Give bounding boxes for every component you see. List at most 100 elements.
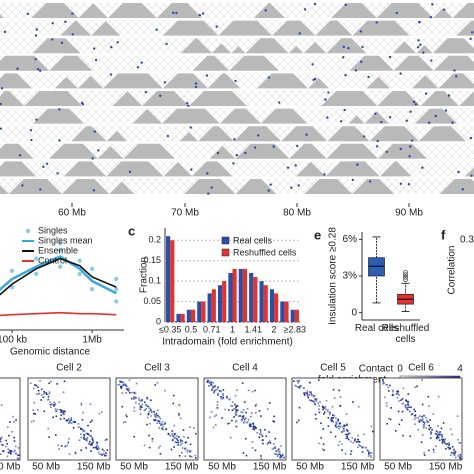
contact — [148, 434, 150, 437]
contact — [126, 388, 128, 390]
contact — [310, 392, 313, 395]
point — [33, 271, 39, 277]
contact — [307, 396, 310, 399]
contact — [442, 438, 444, 441]
contact — [186, 451, 189, 453]
point — [77, 258, 82, 263]
contact — [401, 398, 404, 400]
contact-dot — [3, 30, 7, 34]
contact — [153, 413, 156, 416]
contact — [324, 405, 327, 408]
contact — [51, 403, 53, 405]
contact — [339, 404, 342, 407]
contact — [211, 385, 214, 387]
contact — [323, 449, 325, 452]
contact — [91, 438, 94, 441]
contact — [248, 424, 251, 426]
contact — [327, 416, 330, 419]
contact — [32, 419, 35, 422]
contact — [341, 449, 343, 451]
contact — [432, 413, 434, 415]
contact — [184, 448, 187, 451]
contact — [438, 433, 441, 436]
contact — [123, 421, 125, 424]
contact — [457, 455, 460, 457]
y-tick-label: 3% — [343, 271, 358, 282]
domain — [245, 38, 289, 54]
contact — [453, 454, 456, 457]
contact — [42, 396, 45, 399]
contact-dot — [359, 30, 362, 33]
contact-dot — [30, 138, 33, 142]
bar — [197, 301, 202, 322]
contact — [139, 408, 142, 411]
contact — [164, 423, 166, 426]
contact — [29, 382, 32, 385]
bar — [263, 285, 268, 322]
contact — [9, 450, 12, 453]
domain — [0, 185, 9, 194]
contact — [138, 397, 140, 399]
contact — [157, 419, 160, 422]
contact — [74, 420, 76, 423]
x-tick-label: 150 Mb — [341, 462, 375, 473]
contact — [274, 437, 277, 440]
contact — [228, 422, 231, 424]
domain — [31, 3, 79, 18]
contact — [12, 415, 14, 418]
contact — [337, 419, 339, 422]
contact — [447, 446, 449, 449]
contact — [241, 418, 243, 421]
contact-dot — [313, 2, 317, 6]
contact — [445, 447, 447, 450]
contact — [81, 429, 84, 431]
contact — [345, 437, 347, 440]
contact-dot — [51, 38, 54, 41]
domain — [198, 126, 234, 142]
contact-dot — [116, 41, 119, 44]
contact — [151, 440, 154, 443]
contact — [139, 406, 142, 408]
contact — [346, 424, 348, 427]
x-tick-label: 90 Mb — [395, 208, 423, 219]
contact — [443, 440, 445, 443]
contact — [157, 414, 159, 417]
contact — [236, 405, 239, 407]
contact — [125, 414, 127, 416]
contact — [386, 422, 388, 425]
contact — [194, 432, 197, 435]
contact — [322, 443, 325, 446]
domain — [163, 162, 192, 177]
domain — [71, 126, 107, 142]
contact-dot — [414, 103, 418, 106]
contact — [354, 439, 356, 442]
contact — [357, 446, 359, 448]
contact — [86, 433, 89, 435]
contact — [181, 452, 183, 454]
contact — [261, 439, 264, 442]
contact — [368, 453, 370, 455]
contact — [35, 384, 38, 387]
contact — [397, 410, 400, 413]
contact — [125, 392, 128, 394]
contact — [9, 452, 12, 455]
contact — [153, 419, 156, 422]
contact — [90, 430, 92, 432]
contact — [133, 410, 136, 412]
contact — [437, 395, 440, 398]
contact — [173, 434, 176, 436]
contact — [106, 449, 109, 451]
contact — [434, 432, 437, 435]
contact — [159, 417, 162, 420]
contact — [277, 453, 280, 456]
contact — [146, 423, 148, 426]
contact — [185, 441, 188, 444]
contact — [394, 430, 397, 432]
contact — [133, 398, 135, 401]
contact — [425, 427, 428, 429]
contact — [365, 446, 367, 449]
contact-dot — [444, 109, 448, 112]
contact — [172, 435, 175, 437]
contact — [254, 389, 256, 392]
